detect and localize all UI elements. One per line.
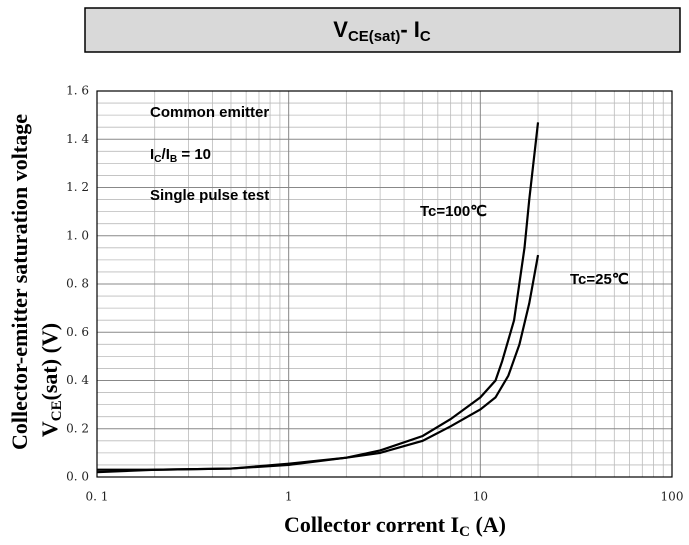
chart-title: VCE(sat)- IC — [333, 17, 431, 45]
annotation: Common emitter — [150, 104, 269, 121]
y-tick-label: 1. 2 — [66, 180, 89, 194]
x-axis-label-part: C — [459, 525, 470, 541]
annotation-part: I — [150, 146, 154, 163]
y-tick-label: 0. 2 — [66, 421, 89, 435]
y-tick-label: 1. 0 — [66, 228, 89, 242]
y-axis-label: VCE(sat) (V) — [37, 323, 66, 437]
y-tick-label: 0. 6 — [66, 325, 89, 339]
annotation-part: B — [170, 154, 177, 165]
x-axis-label: Collector corrent IC (A) — [284, 512, 506, 541]
y-axis-label-part: (sat) (V) — [37, 323, 62, 401]
x-tick-label: 100 — [661, 490, 684, 504]
title-box — [84, 7, 681, 53]
annotation-part: = 10 — [177, 146, 211, 163]
chart-title-part: C — [420, 28, 431, 45]
series-label: Tc=100℃ — [420, 203, 487, 220]
x-axis-label-part: (A) — [470, 512, 506, 537]
x-tick-label: 0. 1 — [86, 490, 109, 504]
annotation: IC/IB = 10 — [150, 146, 211, 165]
annotation: Single pulse test — [150, 187, 269, 204]
y-tick-label: 1. 6 — [66, 84, 89, 98]
y-tick-label: 0. 4 — [66, 373, 89, 387]
chart-title-part: - I — [400, 17, 420, 42]
series-line — [97, 254, 540, 471]
y-tick-label: 1. 4 — [66, 132, 89, 146]
y-axis-label-part: CE — [50, 400, 66, 421]
y-tick-label: 0. 8 — [66, 277, 89, 291]
y-axis-label: Collector-emitter saturation voltage — [7, 114, 32, 450]
x-tick-label: 1 — [285, 490, 293, 504]
chart-title-part: V — [333, 17, 348, 42]
chart-title-part: CE(sat) — [348, 28, 400, 45]
plot-frame — [96, 90, 673, 478]
x-axis-label-part: Collector corrent I — [284, 512, 459, 537]
y-tick-label: 0. 0 — [66, 470, 89, 484]
y-axis-label-part: V — [37, 421, 62, 437]
annotation-part: C — [154, 154, 162, 165]
annotation-part: /I — [162, 146, 170, 163]
series-label: Tc=25℃ — [570, 271, 629, 288]
x-tick-label: 10 — [473, 490, 488, 504]
